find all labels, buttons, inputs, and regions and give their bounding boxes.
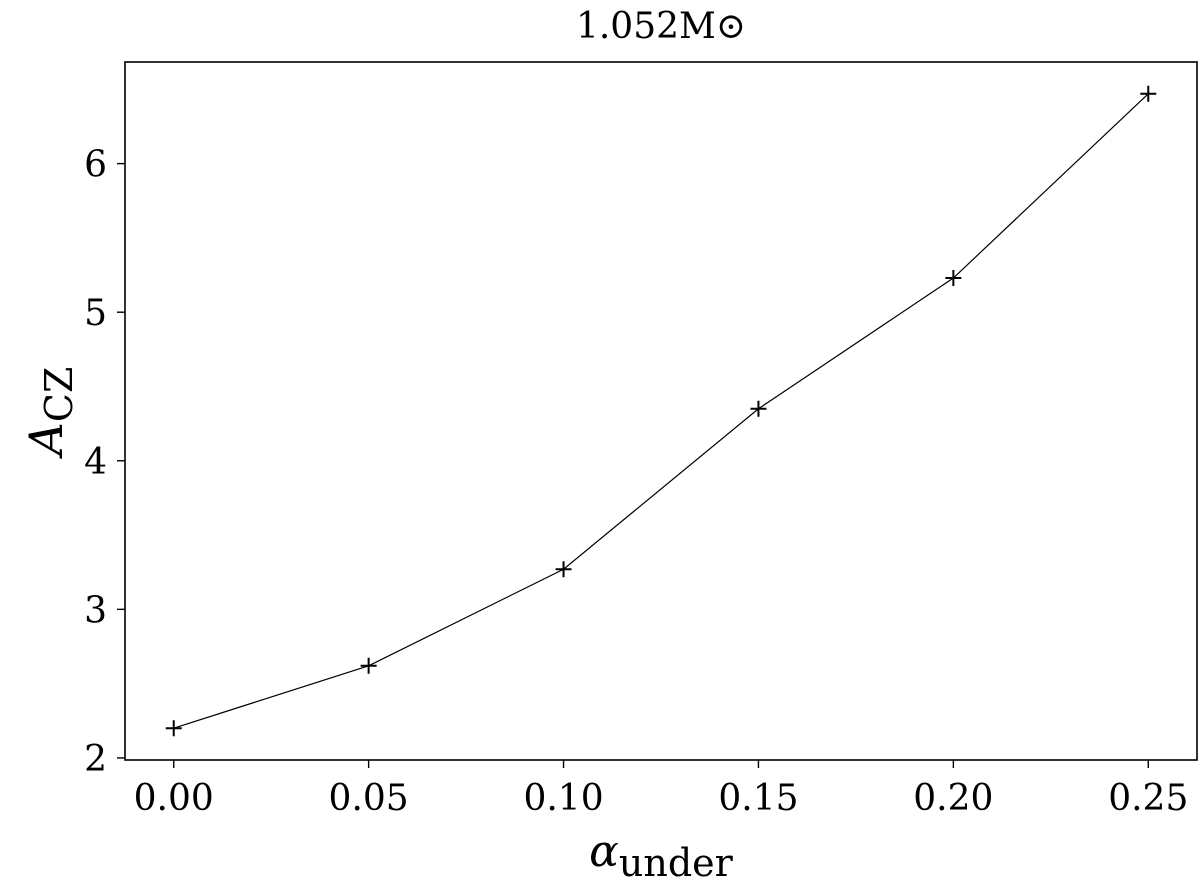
x-tick-label: 0.25 — [1108, 778, 1188, 819]
x-label-sub: under — [619, 841, 734, 877]
plot-frame — [124, 61, 1198, 761]
data-marker — [165, 720, 182, 737]
y-tick-label: 2 — [84, 739, 107, 780]
data-line — [173, 93, 1149, 729]
data-marker — [360, 657, 377, 674]
y-tick-label: 4 — [84, 442, 107, 483]
x-tick-label: 0.00 — [134, 778, 214, 819]
y-tick-label: 6 — [84, 145, 107, 186]
x-tick-label: 0.05 — [329, 778, 409, 819]
x-axis-label: αunder — [589, 826, 733, 877]
data-marker — [945, 270, 962, 287]
y-label-sub: CZ — [37, 367, 81, 422]
y-axis-label: ACZ — [19, 367, 81, 460]
data-marker — [750, 400, 767, 417]
x-tick-label: 0.15 — [718, 778, 798, 819]
data-marker — [555, 561, 572, 578]
y-tick-label: 3 — [84, 590, 107, 631]
chart-title: 1.052M⊙ — [576, 6, 746, 47]
x-tick-label: 0.20 — [913, 778, 993, 819]
data-marker — [1140, 85, 1157, 102]
x-tick-label: 0.10 — [523, 778, 603, 819]
y-tick-label: 5 — [84, 293, 107, 334]
y-label-main: A — [19, 422, 73, 459]
x-label-main: α — [589, 826, 619, 877]
